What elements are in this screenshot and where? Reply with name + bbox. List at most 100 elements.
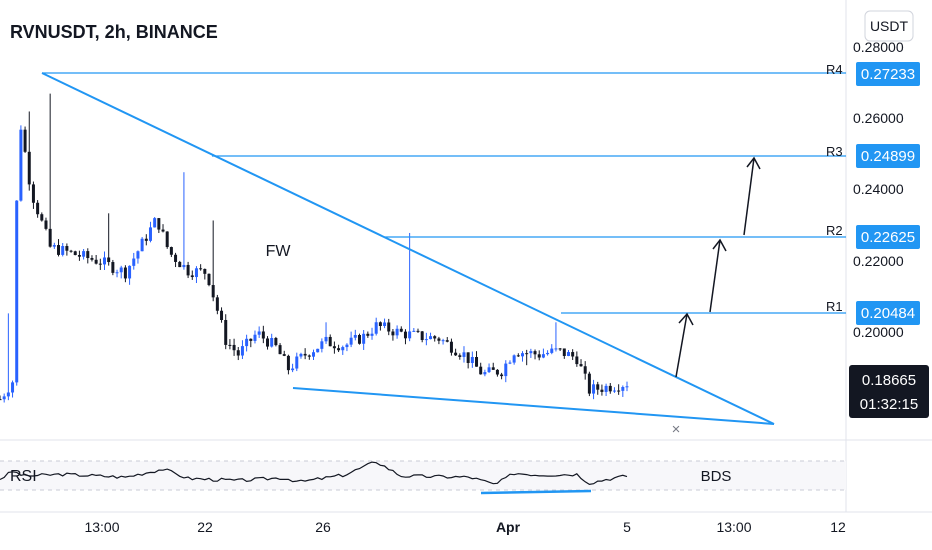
candle-body — [140, 238, 144, 252]
candle-body — [98, 263, 102, 265]
candle-body — [165, 231, 169, 248]
candle-body — [236, 350, 240, 356]
symbol-title[interactable]: RVNUSDT, 2h, BINANCE — [10, 22, 218, 42]
signature-text: BDS — [701, 468, 732, 485]
price-tick: 0.24000 — [853, 181, 904, 197]
candle-body — [412, 330, 416, 332]
date-tick: 13:00 — [716, 519, 751, 535]
candle-body — [483, 372, 487, 375]
candle-body — [362, 333, 366, 344]
falling-wedge[interactable]: FW × — [41, 72, 775, 438]
candle-body — [240, 346, 244, 356]
candle-body — [115, 272, 119, 274]
candle-body — [36, 202, 40, 215]
candle-body — [516, 355, 520, 357]
wedge-upper-trendline[interactable] — [41, 72, 775, 425]
candle-body — [512, 355, 516, 363]
candle-body — [537, 354, 541, 358]
candle-body — [220, 310, 224, 321]
candle-body — [94, 259, 98, 264]
candle-body — [132, 258, 136, 266]
candle-body — [249, 338, 253, 341]
r2-price-text: 0.22625 — [861, 229, 915, 246]
countdown-text: 01:32:15 — [860, 396, 918, 413]
arrow-head-icon — [712, 238, 727, 252]
r3-price-label — [856, 144, 920, 168]
date-tick: 12 — [830, 519, 846, 535]
resistance-lines[interactable]: R4 R3 R2 R1 — [42, 62, 846, 314]
arrow-to-r2[interactable] — [709, 239, 721, 313]
time-axis[interactable]: 13:00 22 26 Apr 5 13:00 12 — [84, 519, 846, 535]
candle-body — [558, 348, 562, 350]
candle-body — [224, 320, 228, 345]
candle-body — [215, 297, 219, 311]
candle-body — [48, 228, 52, 247]
candle-body — [454, 352, 458, 356]
candle-body — [207, 273, 211, 286]
date-tick: Apr — [496, 519, 521, 535]
candle-body — [299, 353, 303, 357]
candle-body — [169, 247, 173, 255]
arrow-to-r3[interactable] — [743, 157, 755, 236]
candle-body — [107, 257, 111, 263]
candle-body — [491, 367, 495, 370]
candle-body — [378, 322, 382, 326]
candle-body — [65, 246, 69, 251]
candle-body — [199, 268, 203, 270]
candle-body — [458, 355, 462, 357]
candle-body — [153, 218, 157, 228]
candle-body — [257, 331, 261, 335]
rsi-pane[interactable]: RSI BDS — [0, 461, 732, 495]
date-tick: 13:00 — [84, 519, 119, 535]
candle-body — [445, 340, 449, 342]
current-price-text: 0.18665 — [862, 372, 916, 389]
candle-body — [178, 261, 182, 268]
candle-body — [320, 341, 324, 349]
r1-label: R1 — [826, 299, 843, 314]
arrow-head-icon — [678, 312, 694, 326]
candle-body — [203, 268, 207, 274]
price-labels[interactable]: 0.27233 0.24899 0.22625 0.20484 0.18665 … — [849, 62, 929, 418]
r4-price-label — [856, 62, 920, 86]
r4-label: R4 — [826, 62, 843, 77]
candle-body — [470, 357, 474, 363]
candle-body — [15, 200, 19, 383]
projection-arrows[interactable] — [675, 156, 761, 378]
candle-body — [500, 374, 504, 377]
candle-body — [211, 285, 215, 298]
candle-body — [286, 355, 290, 371]
candle-body — [157, 218, 161, 230]
candle-body — [533, 351, 537, 355]
candle-body — [403, 331, 407, 339]
candle-body — [395, 328, 399, 336]
candle-body — [621, 386, 625, 391]
price-tick: 0.26000 — [853, 110, 904, 126]
wedge-lower-trendline[interactable] — [292, 387, 775, 425]
candle-body — [546, 352, 550, 355]
rsi-label: RSI — [10, 468, 37, 485]
candle-body — [245, 338, 249, 347]
candle-body — [462, 352, 466, 357]
candle-body — [475, 357, 479, 367]
candle-body — [52, 245, 56, 247]
candle-body — [144, 238, 148, 241]
candle-body — [2, 396, 6, 400]
arrow-to-r1[interactable] — [675, 313, 688, 378]
candle-body — [324, 336, 328, 342]
r3-label: R3 — [826, 144, 843, 159]
r2-price-label — [856, 225, 920, 249]
candle-body — [529, 351, 533, 354]
candle-body — [416, 330, 420, 332]
candle-body — [253, 334, 257, 341]
candle-body — [190, 275, 194, 278]
rsi-divergence-line[interactable] — [480, 489, 592, 495]
currency-button[interactable] — [864, 10, 914, 42]
candle-body — [366, 333, 370, 336]
date-tick: 5 — [623, 519, 631, 535]
price-axis[interactable]: 0.28000 0.26000 0.24000 0.22000 0.20000 — [853, 39, 904, 340]
date-tick: 26 — [315, 519, 331, 535]
r1-price-text: 0.20484 — [861, 305, 915, 322]
candle-body — [27, 151, 31, 185]
candle-body — [136, 251, 140, 259]
